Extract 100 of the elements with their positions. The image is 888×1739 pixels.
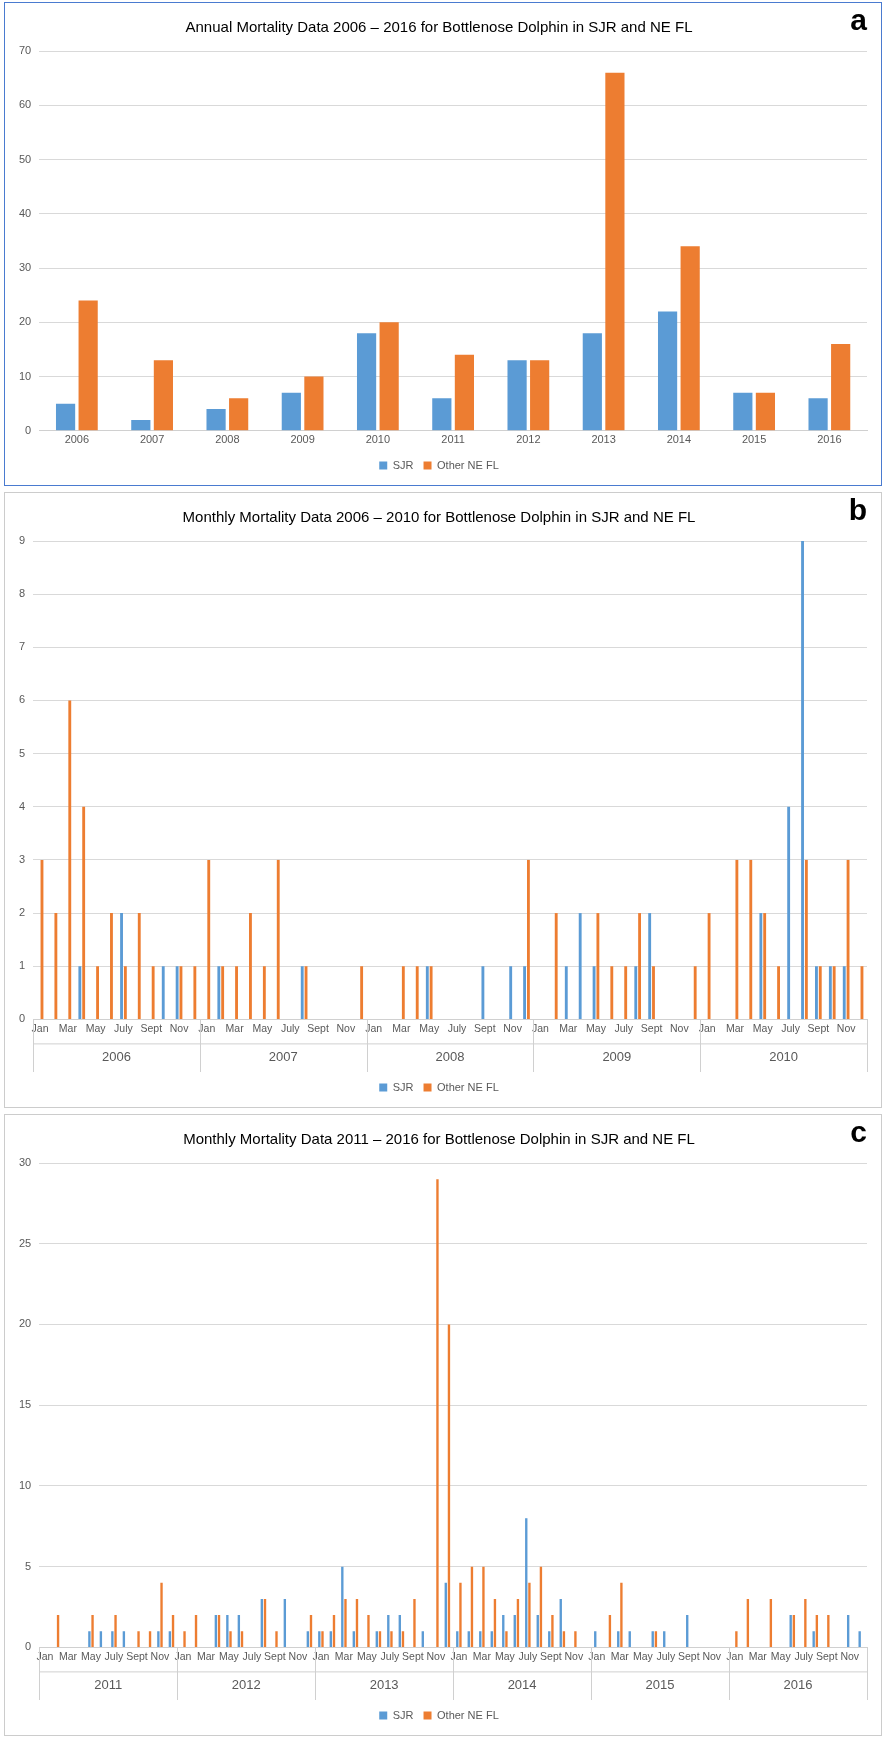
- x-tick-label: Nov: [702, 1649, 722, 1662]
- x-tick-label: July: [104, 1649, 125, 1662]
- bar: [123, 966, 127, 1019]
- x-tick-label: Nov: [336, 1021, 356, 1034]
- x-tick-label: Sept: [640, 1021, 663, 1034]
- y-tick-label: 30: [18, 261, 32, 274]
- bar: [610, 966, 614, 1019]
- x-tick-label: Mar: [58, 1649, 78, 1662]
- bar: [151, 966, 155, 1019]
- x-tick-label: Nov: [564, 1649, 584, 1662]
- bar: [749, 859, 753, 1019]
- x-tick-label: 2016: [817, 433, 842, 446]
- x-tick-label: 2011: [441, 433, 465, 446]
- bar: [390, 1631, 393, 1647]
- bar: [530, 360, 550, 431]
- x-tick-label: Jan: [588, 1649, 606, 1662]
- x-tick-label: July: [242, 1649, 262, 1662]
- y-tick-label: 9: [18, 534, 26, 547]
- y-tick-label: 5: [25, 1559, 32, 1572]
- x-tick-label: Mar: [559, 1021, 578, 1034]
- text: 2007: [268, 1048, 298, 1064]
- legend-label: Other NE FL: [437, 1708, 499, 1721]
- bar: [454, 354, 474, 431]
- x-tick-label: Jan: [312, 1649, 330, 1662]
- text: 2013: [369, 1676, 399, 1692]
- x-tick-label: Mar: [392, 1021, 411, 1034]
- legend-label: SJR: [392, 1708, 414, 1721]
- bar: [624, 966, 628, 1019]
- bar: [693, 966, 697, 1019]
- x-tick-label: Jan: [31, 1021, 49, 1034]
- x-tick-label: Jan: [36, 1649, 54, 1662]
- bar: [574, 1631, 577, 1647]
- bar: [137, 1631, 140, 1647]
- text: 2015: [645, 1676, 675, 1692]
- bar: [648, 913, 652, 1019]
- bar: [592, 966, 596, 1019]
- bar: [505, 1631, 508, 1647]
- bar: [620, 1582, 623, 1647]
- chart-title: Annual Mortality Data 2006 – 2016 for Bottlenose Dolphin in SJR and NE FL: [185, 18, 693, 36]
- y-tick-label: 3: [18, 852, 26, 865]
- y-tick-label: 0: [18, 1012, 26, 1025]
- bar: [733, 392, 753, 431]
- x-tick-label: Sept: [807, 1021, 830, 1034]
- x-tick-label: May: [632, 1649, 654, 1662]
- bar: [111, 1631, 114, 1647]
- bar: [707, 913, 711, 1019]
- bar: [842, 966, 846, 1019]
- x-tick-label: July: [447, 1021, 468, 1034]
- x-tick-label: July: [114, 1021, 134, 1034]
- bar: [229, 398, 249, 431]
- x-tick-label: July: [794, 1649, 814, 1662]
- chart-title: Monthly Mortality Data 2011 – 2016 for Bottlenose Dolphin in SJR and NE FL: [183, 1130, 695, 1148]
- bar: [183, 1631, 186, 1647]
- x-tick-label: Mar: [725, 1021, 745, 1034]
- x-tick-label: May: [252, 1021, 274, 1034]
- bar: [153, 360, 173, 431]
- x-tick-label: Nov: [840, 1649, 860, 1662]
- x-tick-label: Jan: [698, 1021, 716, 1034]
- y-tick-label: 5: [18, 746, 26, 759]
- bar: [578, 913, 582, 1019]
- y-tick-label: 4: [18, 799, 26, 812]
- chart-subtitle: c: [850, 1115, 867, 1149]
- bar: [481, 966, 485, 1019]
- x-tick-label: May: [219, 1649, 240, 1662]
- x-tick-label: 2012: [516, 433, 541, 446]
- y-tick-label: 1: [18, 959, 26, 972]
- x-tick-label: 2015: [741, 433, 767, 446]
- bar: [300, 966, 304, 1019]
- bar: [54, 913, 58, 1019]
- x-tick-label: Sept: [140, 1021, 163, 1034]
- x-tick-label: May: [81, 1649, 102, 1662]
- bar: [605, 72, 625, 431]
- bar: [638, 913, 642, 1019]
- bar: [828, 966, 832, 1019]
- bar: [657, 311, 678, 431]
- bar: [804, 859, 808, 1019]
- y-tick-label: 60: [18, 98, 32, 111]
- text: 2014: [507, 1676, 537, 1692]
- text: 2012: [231, 1676, 261, 1692]
- x-tick-label: Jan: [726, 1649, 744, 1662]
- x-tick-label: Mar: [334, 1649, 354, 1662]
- x-tick-label: Nov: [288, 1649, 308, 1662]
- bar: [415, 966, 419, 1019]
- x-tick-label: July: [781, 1021, 801, 1034]
- bar: [526, 859, 530, 1019]
- bar: [528, 1582, 531, 1647]
- bar: [582, 333, 602, 431]
- x-tick-label: Jan: [174, 1649, 192, 1662]
- bar: [401, 966, 405, 1019]
- x-tick-label: Mar: [196, 1649, 216, 1662]
- bar: [827, 1615, 830, 1647]
- y-tick-label: 6: [18, 693, 26, 706]
- bar: [229, 1631, 232, 1647]
- bar: [221, 966, 225, 1019]
- bar: [429, 966, 433, 1019]
- x-tick-label: 2009: [290, 433, 315, 446]
- bar: [551, 1615, 554, 1647]
- x-tick-label: Jan: [450, 1649, 468, 1662]
- x-tick-label: 2013: [591, 433, 616, 446]
- bar: [755, 392, 776, 431]
